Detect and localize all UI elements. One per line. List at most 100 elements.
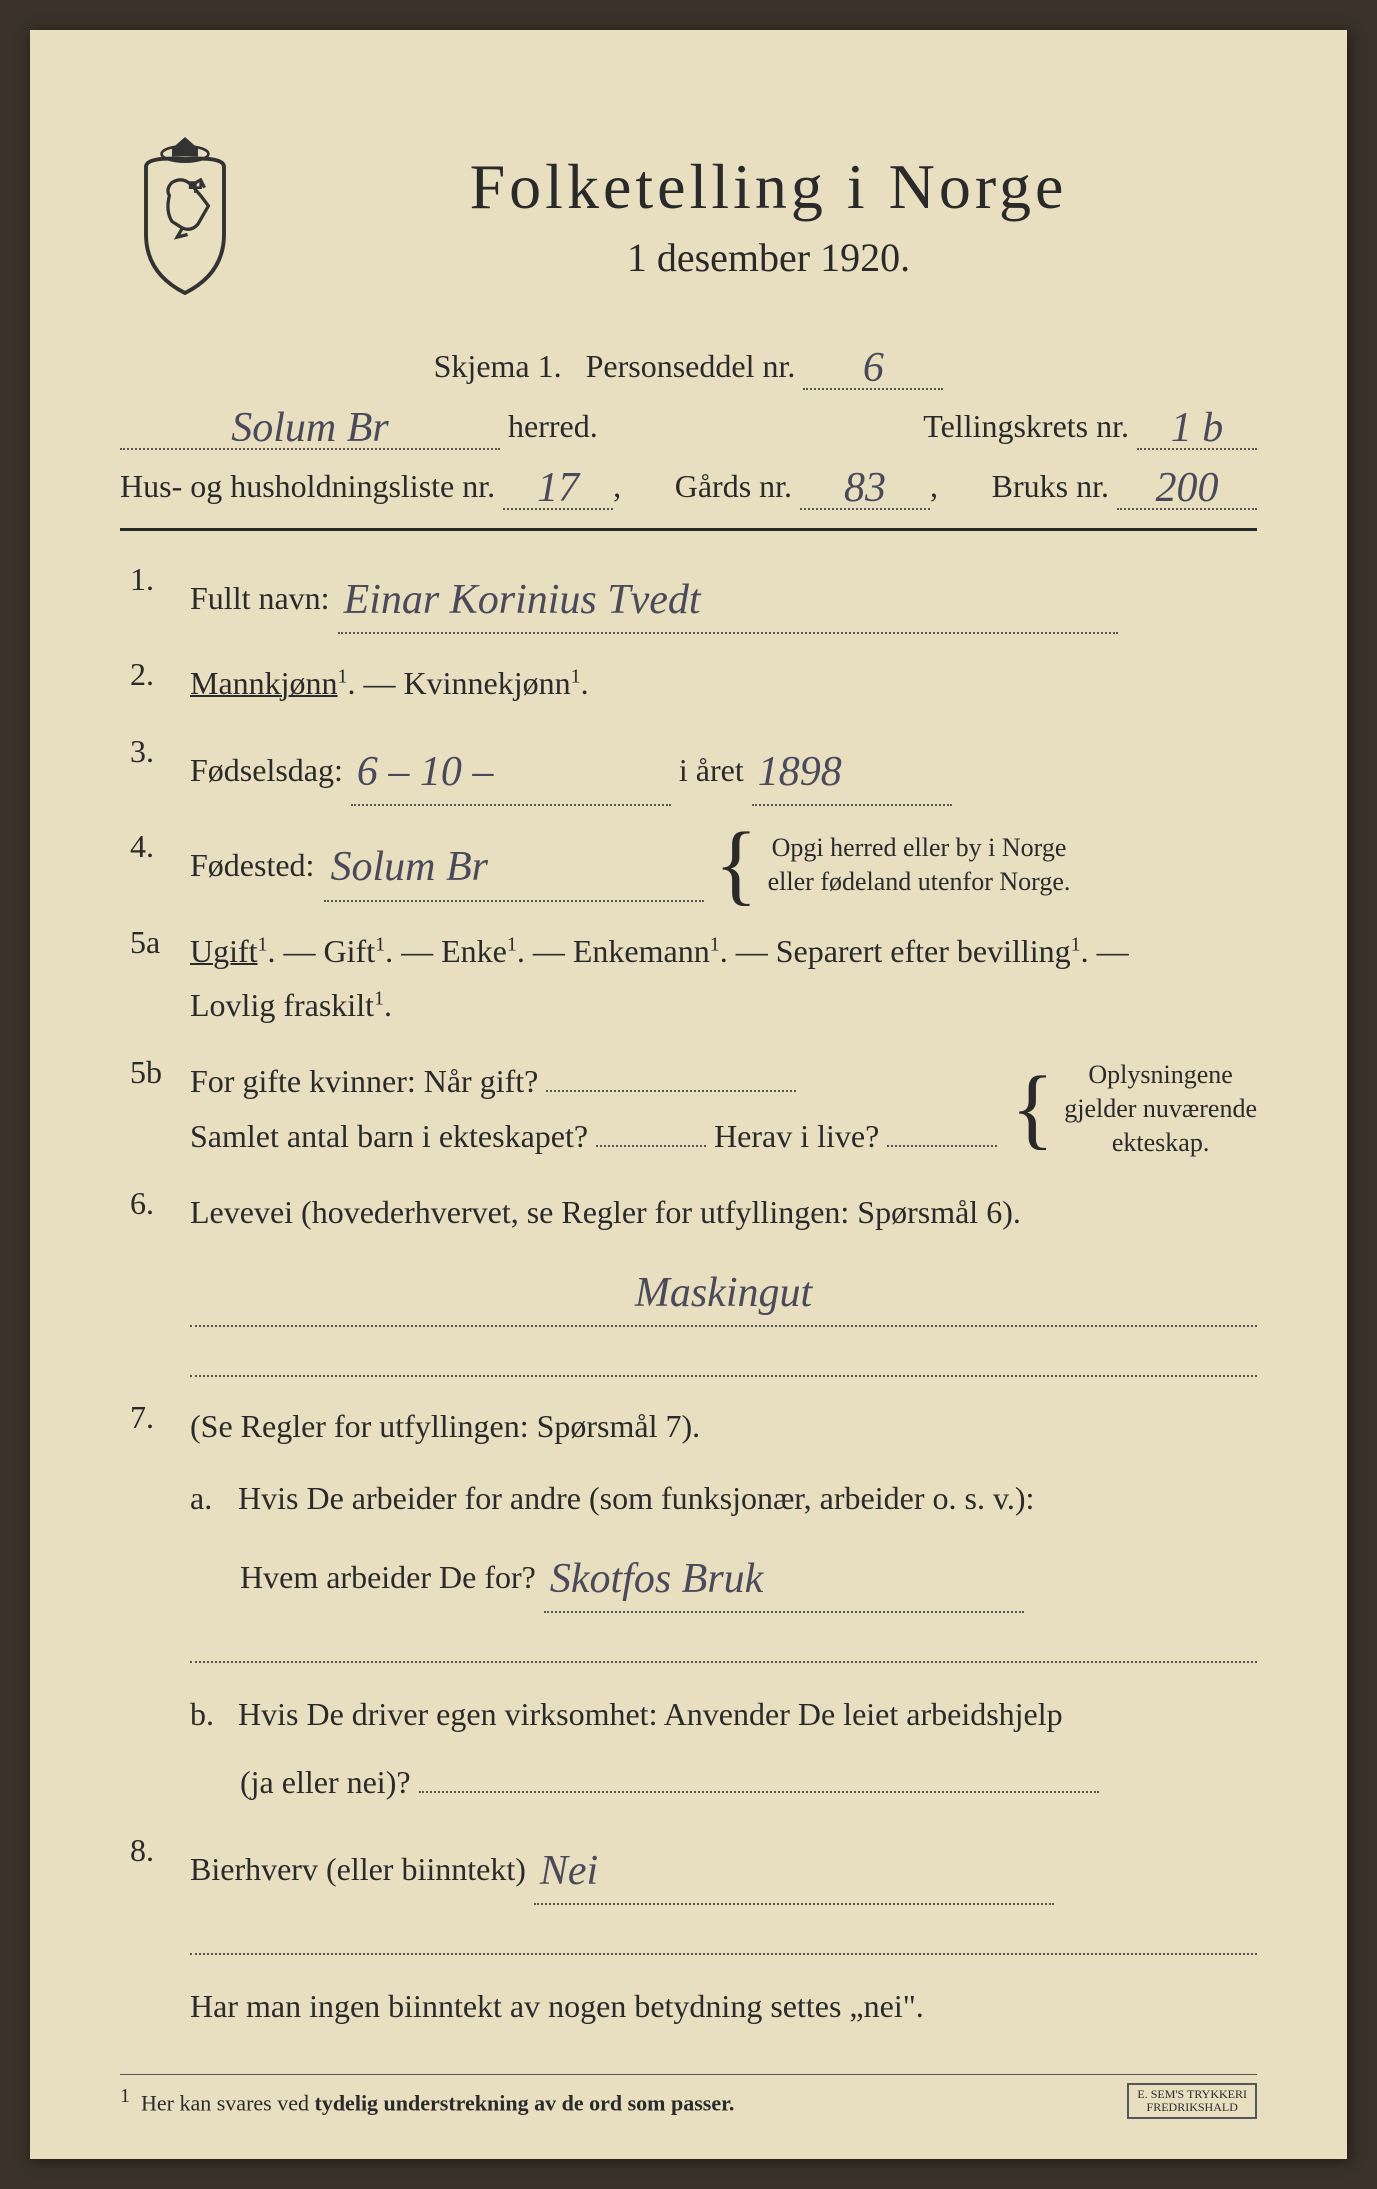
q4: 4. Fødested: Solum Br { Opgi herred elle…: [120, 828, 1257, 901]
q7b-num: b.: [190, 1687, 230, 1741]
q5b-note: Oplysningene gjelder nuværende ekteskap.: [1064, 1058, 1257, 1159]
q8-field: Nei: [534, 1832, 1054, 1905]
q5a-separert: Separert efter bevilling: [776, 933, 1071, 969]
coat-of-arms-icon: [120, 130, 250, 300]
q7a-num: a.: [190, 1471, 230, 1525]
census-form-page: Folketelling i Norge 1 desember 1920. Sk…: [30, 30, 1347, 2159]
q7b-label2: (ja eller nei)?: [240, 1764, 411, 1800]
q5a-enkemann: Enkemann: [573, 933, 710, 969]
q3-day-field: 6 – 10 –: [351, 733, 671, 806]
q1-num: 1.: [120, 561, 190, 598]
husliste-label: Hus- og husholdningsliste nr.: [120, 468, 495, 504]
q3-num: 3.: [120, 733, 190, 770]
bruks-field: 200: [1117, 460, 1257, 510]
q7b-field: [419, 1791, 1099, 1793]
q5b-field2: [596, 1145, 706, 1147]
husliste-field: 17: [503, 460, 613, 510]
tellingskrets-label: Tellingskrets nr.: [923, 408, 1129, 444]
q3-label: Fødselsdag:: [190, 752, 343, 788]
q4-label: Fødested:: [190, 838, 314, 892]
q5a-enke: Enke: [441, 933, 507, 969]
q6-label: Levevei (hovederhvervet, se Regler for u…: [190, 1194, 1021, 1230]
q6-field: Maskingut: [190, 1254, 1257, 1327]
header: Folketelling i Norge 1 desember 1920.: [120, 130, 1257, 300]
q6: 6. Levevei (hovederhvervet, se Regler fo…: [120, 1185, 1257, 1377]
q7a-field2: [190, 1633, 1257, 1663]
printer-mark: E. SEM'S TRYKKERI FREDRIKSHALD: [1127, 2083, 1257, 2119]
q5a-num: 5a: [120, 924, 190, 961]
meta-line-2: Solum Br herred. Tellingskrets nr. 1 b: [120, 400, 1257, 450]
footnote: 1 Her kan svares ved tydelig understrekn…: [120, 2074, 1257, 2119]
q5b-label3: Herav i live?: [714, 1118, 879, 1154]
divider: [120, 528, 1257, 531]
herred-label: herred.: [508, 408, 598, 444]
meta-line-3: Hus- og husholdningsliste nr. 17, Gårds …: [120, 460, 1257, 510]
title-block: Folketelling i Norge 1 desember 1920.: [280, 130, 1257, 281]
q8-note: Har man ingen biinntekt av nogen betydni…: [190, 1979, 1257, 2033]
q7: 7. (Se Regler for utfyllingen: Spørsmål …: [120, 1399, 1257, 1810]
gards-value: 83: [844, 465, 886, 511]
q7a-value: Skotfos Bruk: [550, 1556, 763, 1602]
q8-num: 8.: [120, 1832, 190, 1869]
herred-value: Solum Br: [231, 405, 389, 451]
q4-num: 4.: [120, 828, 190, 865]
q8-field2: [190, 1925, 1257, 1955]
q4-note: Opgi herred eller by i Norge eller fødel…: [768, 831, 1071, 899]
form-date: 1 desember 1920.: [280, 234, 1257, 281]
gards-label: Gårds nr.: [675, 468, 792, 504]
form-title: Folketelling i Norge: [280, 150, 1257, 224]
q5b-num: 5b: [120, 1054, 190, 1091]
q3-mid: i året: [679, 752, 744, 788]
q7a-label2: Hvem arbeider De for?: [240, 1559, 536, 1595]
personseddel-value: 6: [863, 345, 884, 391]
brace-icon: {: [1011, 1073, 1054, 1145]
q2-mann: Mannkjønn: [190, 665, 338, 701]
q5a-fraskilt: Lovlig fraskilt: [190, 987, 374, 1023]
q5b-label2: Samlet antal barn i ekteskapet?: [190, 1118, 588, 1154]
q4-value: Solum Br: [330, 844, 488, 890]
herred-field: Solum Br: [120, 400, 500, 450]
brace-icon: {: [714, 829, 757, 901]
q5a: 5a Ugift1. — Gift1. — Enke1. — Enkemann1…: [120, 924, 1257, 1033]
q7-label: (Se Regler for utfyllingen: Spørsmål 7).: [190, 1408, 700, 1444]
q1: 1. Fullt navn: Einar Korinius Tvedt: [120, 561, 1257, 634]
bruks-label: Bruks nr.: [992, 468, 1109, 504]
q7a-field: Skotfos Bruk: [544, 1540, 1024, 1613]
q5b-field1: [546, 1090, 796, 1092]
footnote-marker: 1: [120, 2085, 130, 2107]
q2-kvinne: Kvinnekjønn: [404, 665, 571, 701]
q1-label: Fullt navn:: [190, 580, 330, 616]
personseddel-field: 6: [803, 340, 943, 390]
q1-field: Einar Korinius Tvedt: [338, 561, 1118, 634]
q6-value: Maskingut: [635, 1270, 812, 1316]
meta-line-1: Skjema 1. Personseddel nr. 6: [120, 340, 1257, 390]
husliste-value: 17: [537, 465, 579, 511]
q5b-field3: [887, 1145, 997, 1147]
q7b-label1: Hvis De driver egen virksomhet: Anvender…: [238, 1696, 1063, 1732]
q3-year-field: 1898: [752, 733, 952, 806]
q6-num: 6.: [120, 1185, 190, 1222]
footnote-text: Her kan svares ved tydelig understreknin…: [141, 2090, 734, 2115]
q5a-gift: Gift: [324, 933, 376, 969]
q2: 2. Mannkjønn1. — Kvinnekjønn1.: [120, 656, 1257, 710]
meta-block: Skjema 1. Personseddel nr. 6 Solum Br he…: [120, 340, 1257, 510]
q7-num: 7.: [120, 1399, 190, 1436]
q5b: 5b For gifte kvinner: Når gift? Samlet a…: [120, 1054, 1257, 1163]
q5a-ugift: Ugift: [190, 933, 258, 969]
q1-value: Einar Korinius Tvedt: [344, 577, 701, 623]
q8: 8. Bierhverv (eller biinntekt) Nei Har m…: [120, 1832, 1257, 2034]
q5b-label1: For gifte kvinner: Når gift?: [190, 1063, 538, 1099]
q7a-label1: Hvis De arbeider for andre (som funksjon…: [238, 1480, 1034, 1516]
tellingskrets-field: 1 b: [1137, 400, 1257, 450]
q3: 3. Fødselsdag: 6 – 10 – i året 1898: [120, 733, 1257, 806]
q4-field: Solum Br: [324, 828, 704, 901]
gards-field: 83: [800, 460, 930, 510]
q6-field2: [190, 1347, 1257, 1377]
bruks-value: 200: [1156, 465, 1219, 511]
q8-value: Nei: [540, 1848, 598, 1894]
personseddel-label: Personseddel nr.: [586, 348, 796, 384]
q3-day: 6 – 10 –: [357, 749, 494, 795]
q2-num: 2.: [120, 656, 190, 693]
tellingskrets-value: 1 b: [1171, 405, 1224, 451]
skjema-label: Skjema 1.: [434, 348, 562, 384]
